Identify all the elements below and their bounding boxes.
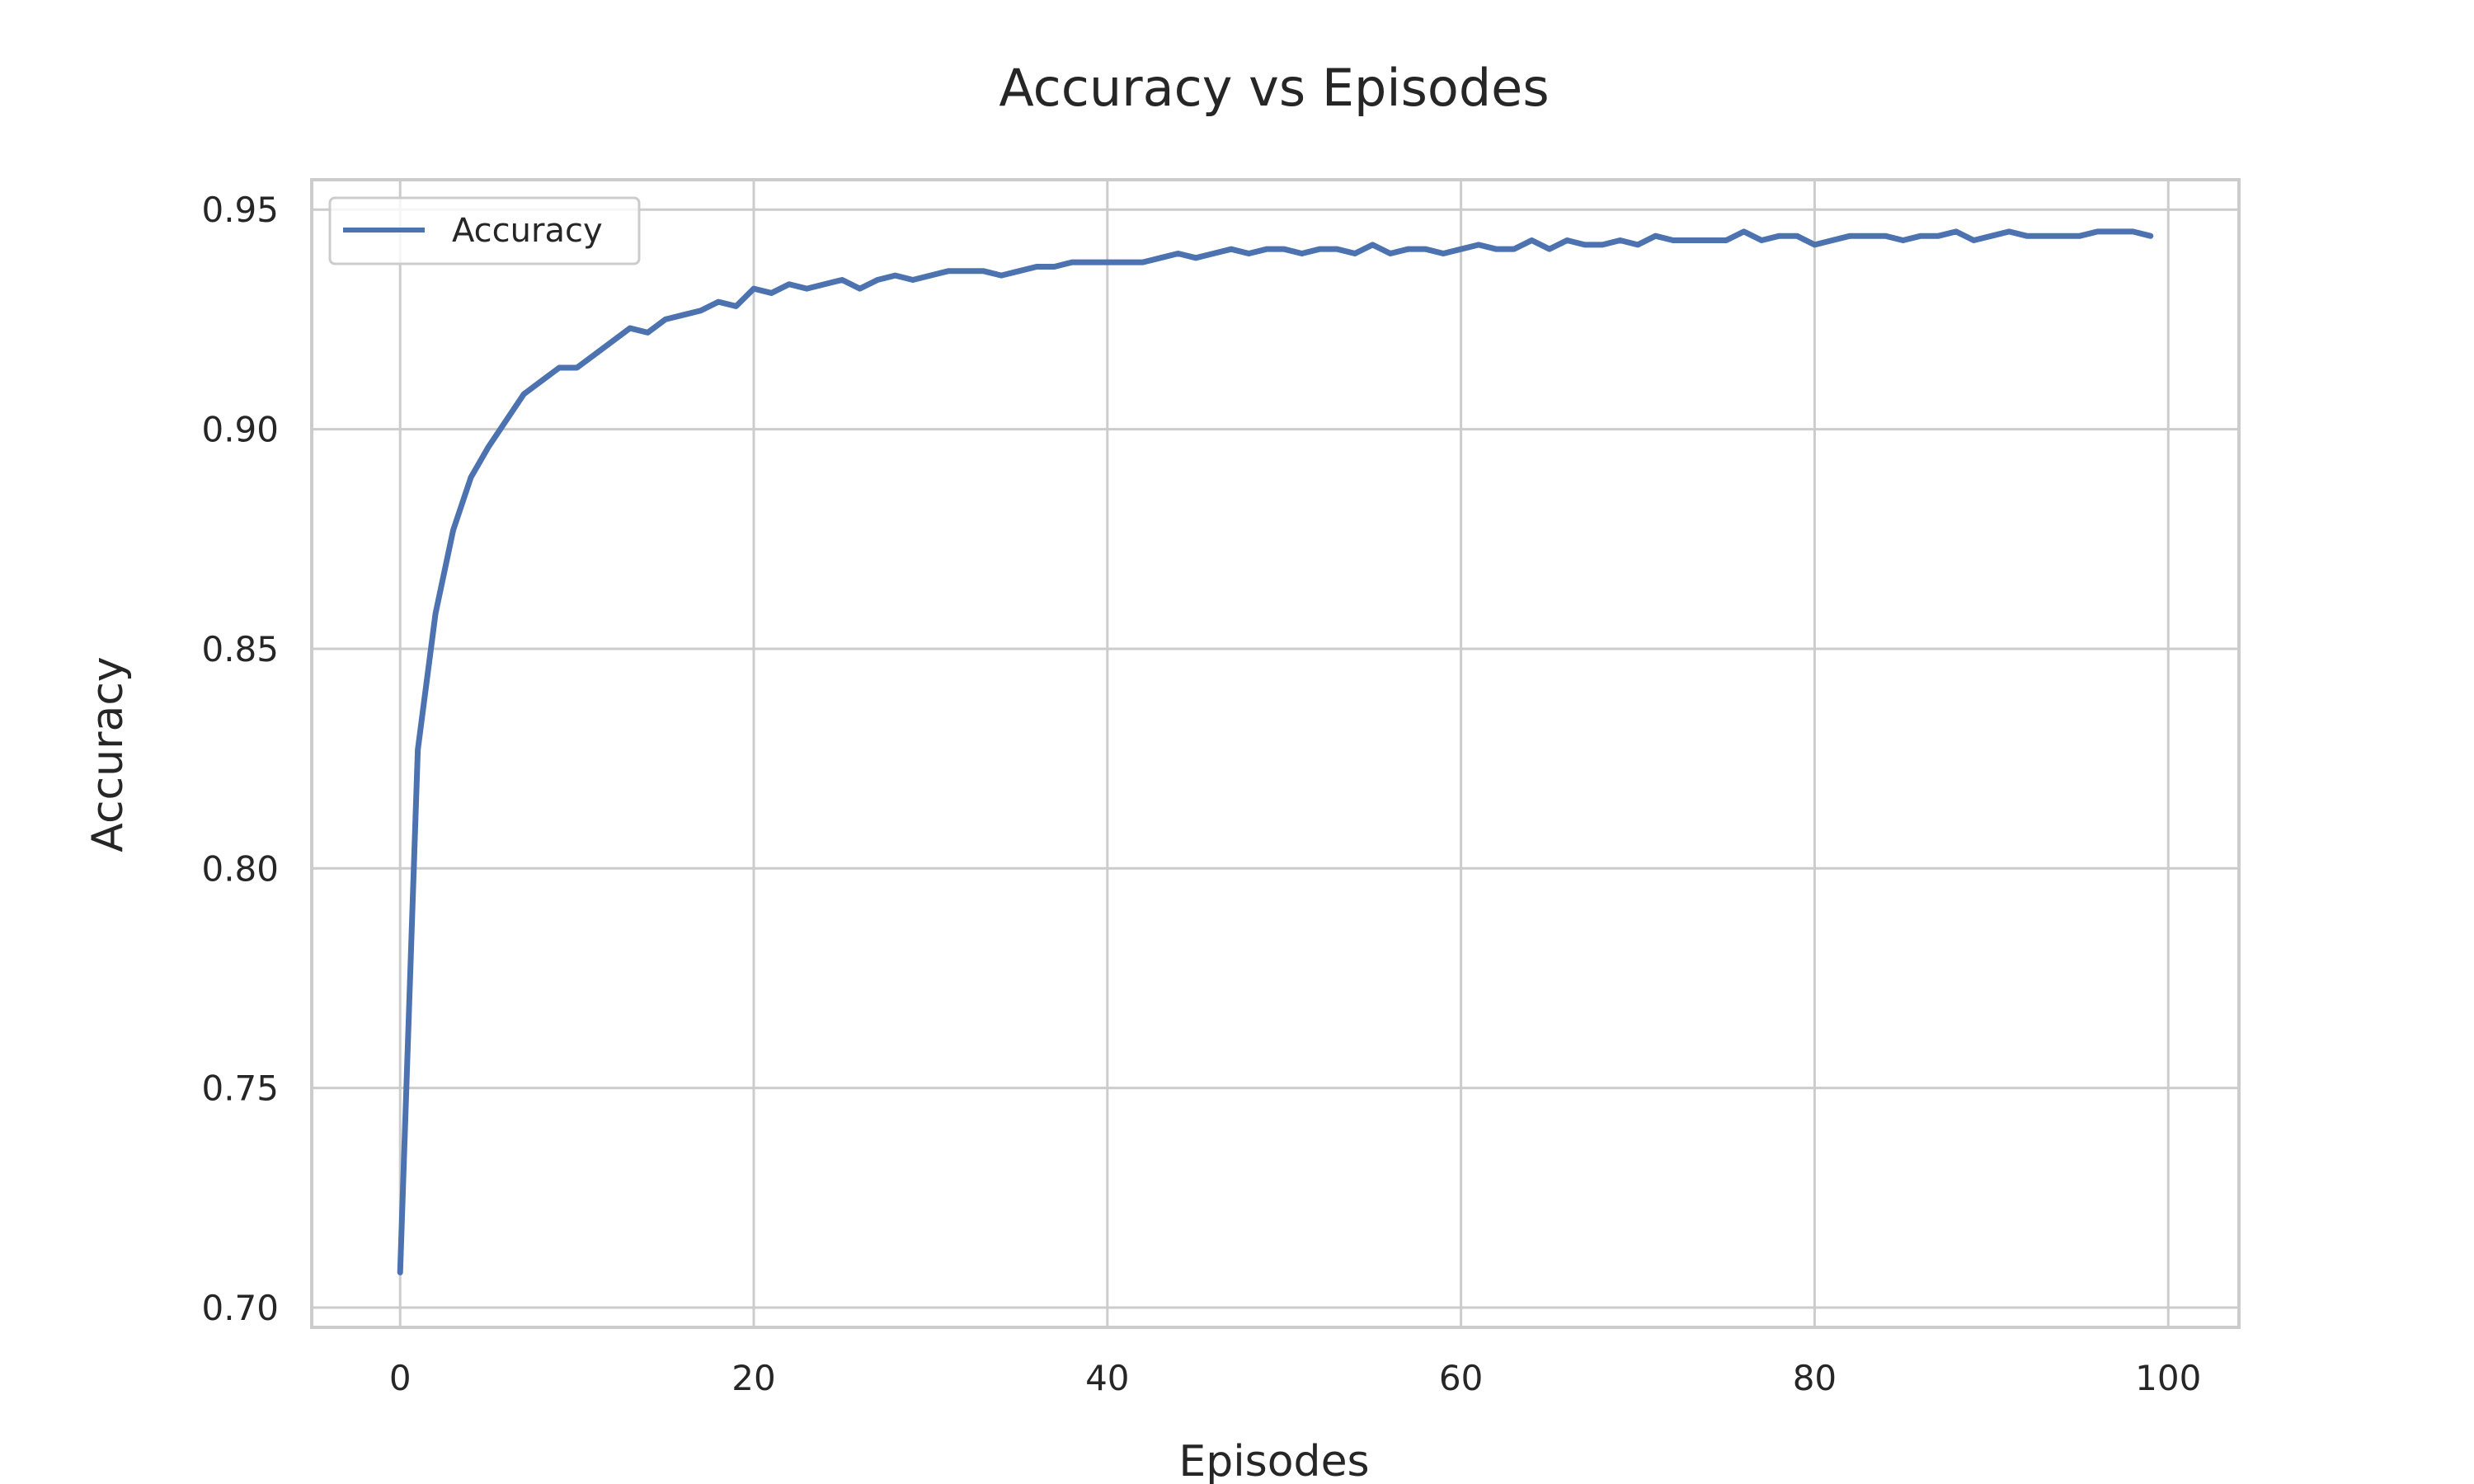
- legend-box: [328, 196, 641, 265]
- x-axis-title: Episodes: [1178, 1437, 1369, 1484]
- y-tick-label: 0.90: [201, 410, 279, 450]
- plot-frame: [310, 178, 2241, 1329]
- x-tick-label: 0: [389, 1358, 412, 1398]
- x-tick-label: 60: [1439, 1358, 1483, 1398]
- y-tick-label: 0.70: [201, 1288, 279, 1328]
- x-tick-label: 20: [731, 1358, 775, 1398]
- series-line-accuracy: [397, 228, 2154, 1275]
- chart-title: Accuracy vs Episodes: [999, 58, 1549, 118]
- x-tick-label: 100: [2135, 1358, 2201, 1398]
- y-tick-label: 0.95: [201, 190, 279, 230]
- legend: Accuracy: [328, 196, 641, 265]
- y-tick-label: 0.85: [201, 629, 279, 669]
- y-tick-label: 0.80: [201, 848, 279, 889]
- x-tick-label: 40: [1085, 1358, 1129, 1398]
- legend-label: Accuracy: [452, 212, 603, 250]
- tick-labels: 0 20 40 60 80 100 0.70 0.75 0.80 0.85 0.90 0.95: [201, 190, 2201, 1398]
- x-tick-label: 80: [1793, 1358, 1837, 1398]
- y-axis-title: Accuracy: [83, 656, 133, 852]
- y-tick-label: 0.75: [201, 1068, 279, 1109]
- series-layer: [397, 228, 2154, 1275]
